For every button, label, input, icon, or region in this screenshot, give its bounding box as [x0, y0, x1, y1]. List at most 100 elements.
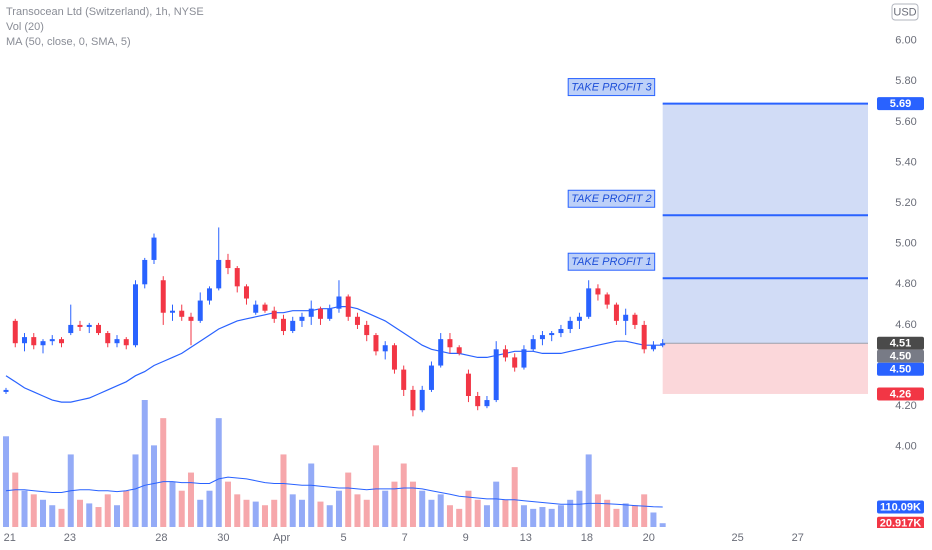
volume-bar: [113, 505, 120, 527]
candle-body: [280, 318, 286, 332]
candle-body: [401, 369, 407, 390]
candle-body: [308, 308, 314, 317]
volume-bar: [409, 481, 416, 527]
y-tick-label: 5.00: [895, 238, 916, 250]
candle-body: [142, 259, 148, 285]
candle-body: [539, 335, 545, 340]
volume-bar: [354, 494, 361, 527]
price-badge-label: 5.69: [890, 98, 911, 110]
candle-body: [243, 286, 249, 299]
candle-body: [354, 316, 360, 325]
volume-bar: [169, 481, 176, 527]
price-badge-label: 110.09K: [880, 501, 921, 513]
candle-body: [521, 349, 527, 368]
volume-bar: [391, 481, 398, 527]
price-badge-label: 20.917K: [880, 518, 922, 530]
volume-ma-line: [5, 476, 663, 508]
candle-body: [595, 288, 601, 295]
candle-body: [59, 339, 65, 344]
target-label-box: [567, 252, 656, 271]
y-tick-label: 5.60: [895, 116, 916, 128]
currency-badge[interactable]: [891, 3, 919, 21]
volume-bar: [160, 418, 167, 527]
volume-bar: [502, 499, 509, 527]
candle-body: [567, 320, 573, 329]
candle-body: [373, 335, 379, 352]
volume-bar: [40, 499, 47, 527]
candle-body: [216, 259, 222, 289]
volume-bar: [49, 505, 56, 527]
currency-label: USD: [893, 6, 916, 18]
target-label-box: [567, 189, 656, 208]
x-tick-label: 25: [731, 532, 743, 544]
volume-bar: [298, 499, 305, 527]
y-tick-label: 4.20: [895, 400, 916, 412]
candle-body: [12, 320, 18, 344]
price-badge: [877, 97, 924, 111]
x-tick-label: 23: [64, 532, 76, 544]
y-tick-label: 5.40: [895, 156, 916, 168]
candle-body: [613, 304, 619, 321]
candle-body: [262, 304, 268, 311]
volume-bar: [335, 490, 342, 527]
candle-body: [95, 324, 101, 334]
volume-bar: [243, 499, 250, 527]
price-badge-label: 4.50: [890, 364, 911, 376]
indicator-label: Vol (20): [6, 21, 44, 33]
candle-body: [114, 339, 120, 344]
x-tick-label: 9: [463, 532, 469, 544]
candle-body: [197, 300, 203, 321]
y-tick-label: 6.00: [895, 35, 916, 47]
candle-body: [22, 337, 28, 344]
candle-body: [77, 324, 83, 327]
volume-bar: [30, 494, 37, 527]
volume-bar: [224, 481, 231, 527]
volume-bar: [659, 523, 666, 527]
candle-body: [160, 280, 166, 313]
candle-body: [86, 324, 92, 327]
volume-bar: [372, 445, 379, 527]
volume-bar: [104, 494, 111, 527]
candle-body: [604, 294, 610, 305]
candle-body: [345, 296, 351, 317]
volume-bar: [234, 494, 241, 527]
candle-body: [290, 320, 296, 332]
candle-body: [438, 339, 444, 366]
price-badge-label: 4.26: [890, 388, 911, 400]
volume-bar: [456, 508, 463, 527]
candle-body: [586, 288, 592, 317]
price-badge: [877, 516, 924, 530]
candle-body: [623, 314, 629, 321]
volume-bar: [604, 499, 611, 527]
price-badge: [877, 349, 924, 363]
price-axis-bg: [868, 0, 932, 550]
volume-bar: [261, 505, 268, 527]
y-tick-label: 4.00: [895, 441, 916, 453]
volume-bar: [3, 436, 10, 527]
target-label: TAKE PROFIT 1: [571, 256, 651, 268]
volume-bar: [428, 499, 435, 527]
candle-body: [68, 324, 74, 334]
x-tick-label: 30: [217, 532, 229, 544]
candle-body: [484, 400, 490, 407]
target-label: TAKE PROFIT 2: [571, 193, 651, 205]
candle-body: [502, 349, 508, 358]
candle-body: [428, 365, 434, 390]
candle-body: [253, 304, 259, 313]
volume-bar: [206, 490, 213, 527]
volume-bar: [141, 400, 148, 527]
volume-bar: [567, 499, 574, 527]
candle-body: [271, 310, 277, 319]
y-tick-label: 5.80: [895, 75, 916, 87]
volume-bar: [21, 490, 28, 527]
volume-bar: [493, 481, 500, 527]
price-badge: [877, 336, 924, 350]
volume-bar: [613, 508, 620, 527]
candle-body: [3, 389, 9, 392]
ma-line: [5, 306, 663, 403]
candle-body: [558, 328, 564, 334]
candle-body: [336, 296, 342, 309]
candle-body: [188, 316, 194, 321]
candle-body: [179, 310, 185, 317]
